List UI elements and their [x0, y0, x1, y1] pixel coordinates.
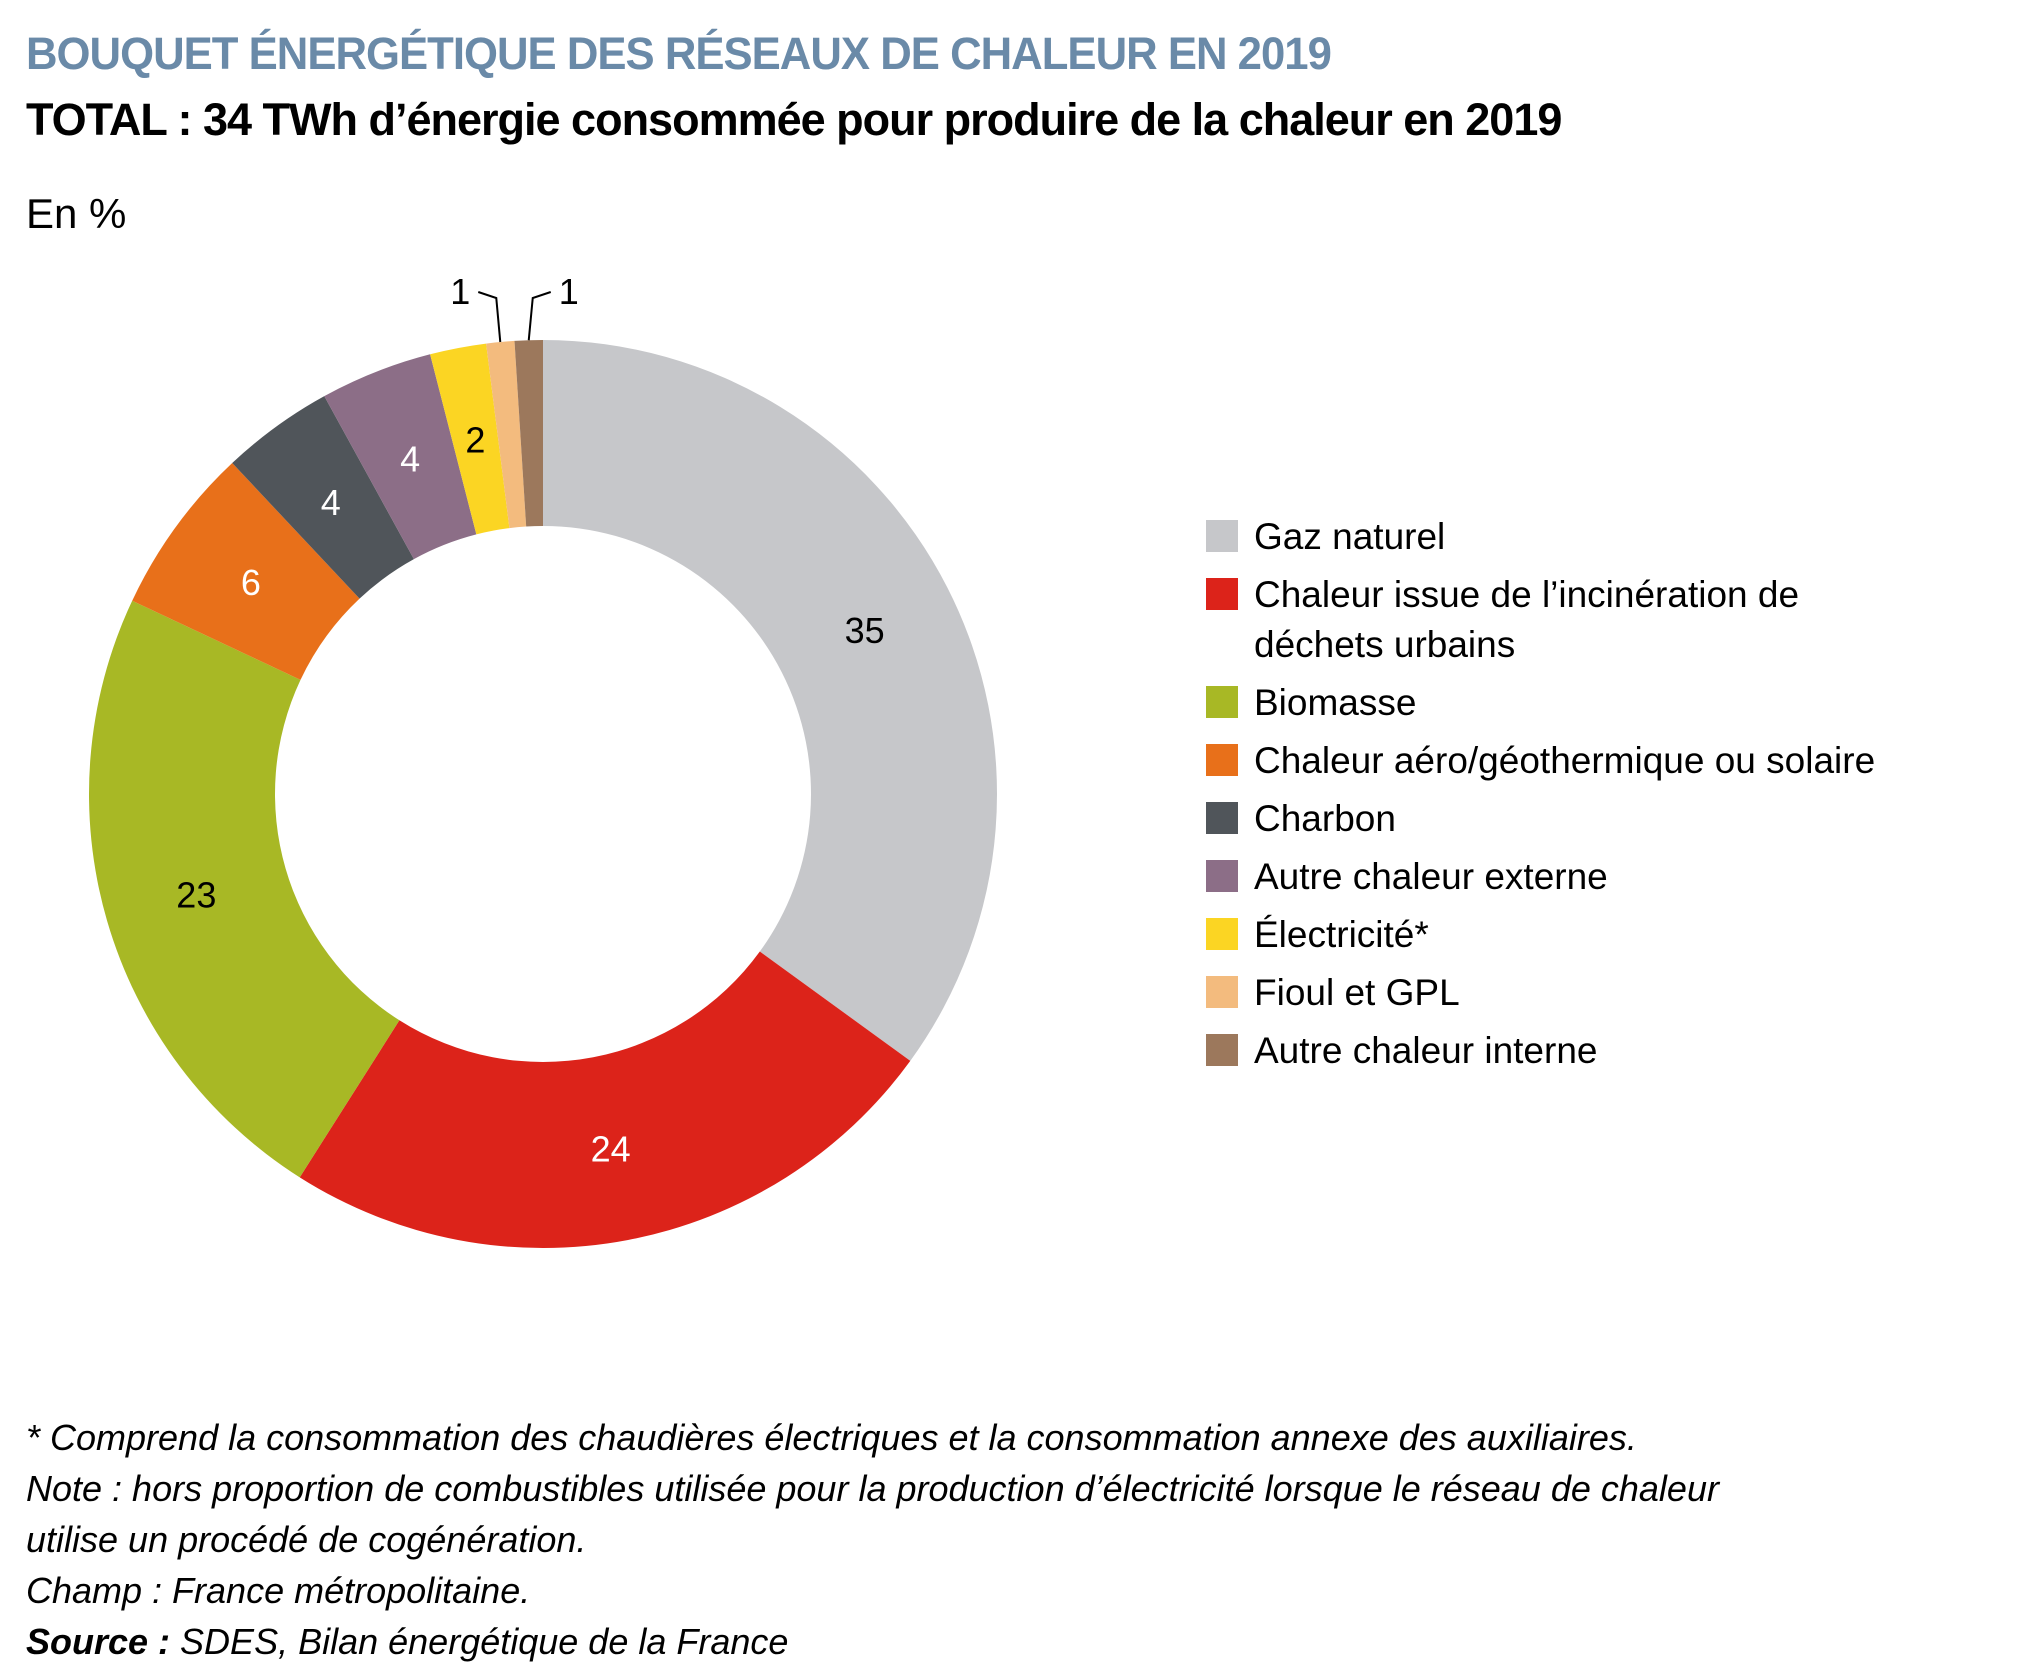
slice-5 [324, 354, 477, 560]
legend-label: Autre chaleur interne [1254, 1030, 1598, 1071]
legend-item: Autre chaleur externe [1206, 852, 1894, 902]
data-label-4: 4 [321, 482, 341, 523]
legend-swatch [1206, 1034, 1238, 1066]
slice-4 [232, 396, 414, 599]
data-label-6: 2 [465, 419, 485, 460]
slice-7 [486, 340, 527, 529]
slice-8 [514, 340, 543, 527]
unit-label: En % [26, 190, 127, 237]
legend-item: Chaleur issue de l’incinération de déche… [1206, 570, 1894, 670]
legend-item: Gaz naturel [1206, 512, 1894, 562]
footnote-source: Source : SDES, Bilan énergétique de la F… [26, 1616, 1719, 1667]
chart-subtitle: TOTAL : 34 TWh d’énergie consommée pour … [26, 94, 1562, 145]
footnote-asterisk: * Comprend la consommation des chaudière… [26, 1417, 1637, 1458]
footnote-scope: Champ : France métropolitaine. [26, 1570, 531, 1611]
legend-item: Biomasse [1206, 678, 1894, 728]
legend-item: Charbon [1206, 794, 1894, 844]
legend-swatch [1206, 918, 1238, 950]
leader-line-7 [477, 291, 502, 343]
data-label-3: 6 [241, 562, 261, 603]
chart-title: BOUQUET ÉNERGÉTIQUE DES RÉSEAUX DE CHALE… [26, 28, 1332, 79]
data-label-5: 4 [400, 438, 420, 479]
slice-6 [430, 343, 510, 535]
legend-item: Électricité* [1206, 910, 1894, 960]
legend-item: Fioul et GPL [1206, 968, 1894, 1018]
leader-line-8 [527, 291, 552, 341]
data-label-1: 24 [591, 1129, 631, 1170]
legend-swatch [1206, 976, 1238, 1008]
footnotes: * Comprend la consommation des chaudière… [26, 1412, 1719, 1667]
data-label-7: 1 [450, 271, 470, 312]
footnote-note: Note : hors proportion de combustibles u… [26, 1468, 1719, 1509]
data-label-2: 23 [176, 875, 216, 916]
legend-item: Autre chaleur interne [1206, 1026, 1894, 1076]
legend-swatch [1206, 686, 1238, 718]
legend-label: Autre chaleur externe [1254, 856, 1608, 897]
slice-0 [543, 340, 997, 1061]
slice-3 [132, 463, 360, 680]
slice-2 [89, 600, 400, 1178]
legend: Gaz naturel Chaleur issue de l’incinérati… [1206, 512, 1894, 1084]
legend-swatch [1206, 802, 1238, 834]
legend-swatch [1206, 578, 1238, 610]
source-text: SDES, Bilan énergétique de la France [170, 1621, 789, 1662]
footnote-note-cont: utilise un procédé de cogénération. [26, 1519, 587, 1560]
legend-label: Chaleur aéro/géothermique ou solaire [1254, 740, 1876, 781]
legend-label: Fioul et GPL [1254, 972, 1460, 1013]
legend-label: Gaz naturel [1254, 516, 1446, 557]
legend-label: Électricité* [1254, 914, 1429, 955]
legend-swatch [1206, 744, 1238, 776]
legend-label: Charbon [1254, 798, 1396, 839]
source-label: Source : [26, 1621, 171, 1662]
legend-item: Chaleur aéro/géothermique ou solaire [1206, 736, 1894, 786]
legend-label: Biomasse [1254, 682, 1417, 723]
slice-1 [299, 951, 911, 1248]
data-label-0: 35 [845, 610, 885, 651]
legend-label: Chaleur issue de l’incinération de déche… [1254, 574, 1800, 665]
legend-swatch [1206, 520, 1238, 552]
legend-swatch [1206, 860, 1238, 892]
data-label-8: 1 [559, 271, 579, 312]
